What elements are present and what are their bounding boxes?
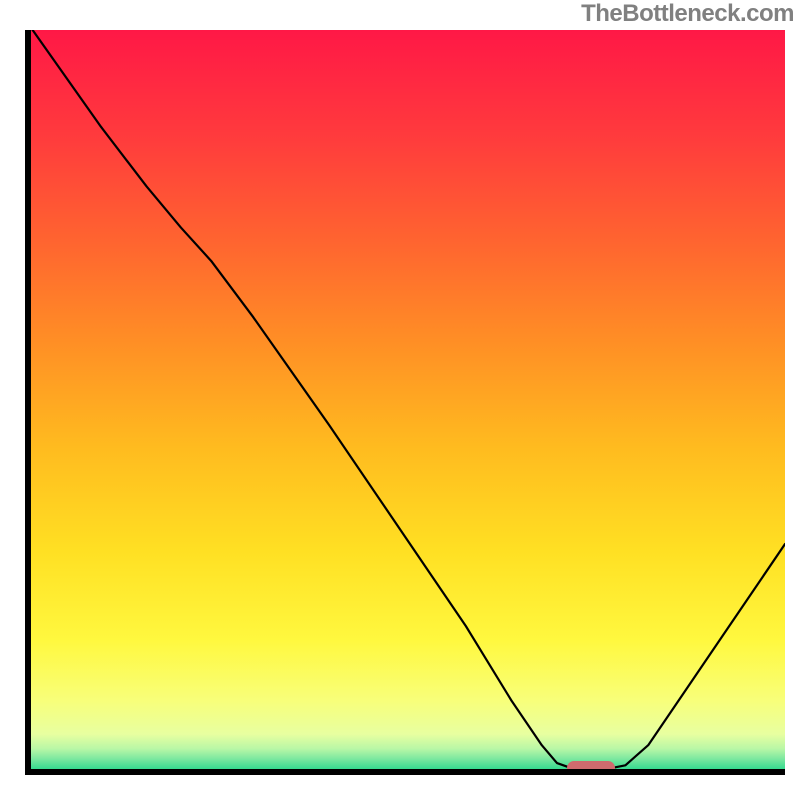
- plot-area: [25, 30, 785, 775]
- bottleneck-curve: [25, 30, 785, 775]
- watermark-text: TheBottleneck.com: [581, 0, 794, 28]
- bottleneck-chart: TheBottleneck.com: [0, 0, 800, 800]
- optimal-marker: [567, 761, 615, 775]
